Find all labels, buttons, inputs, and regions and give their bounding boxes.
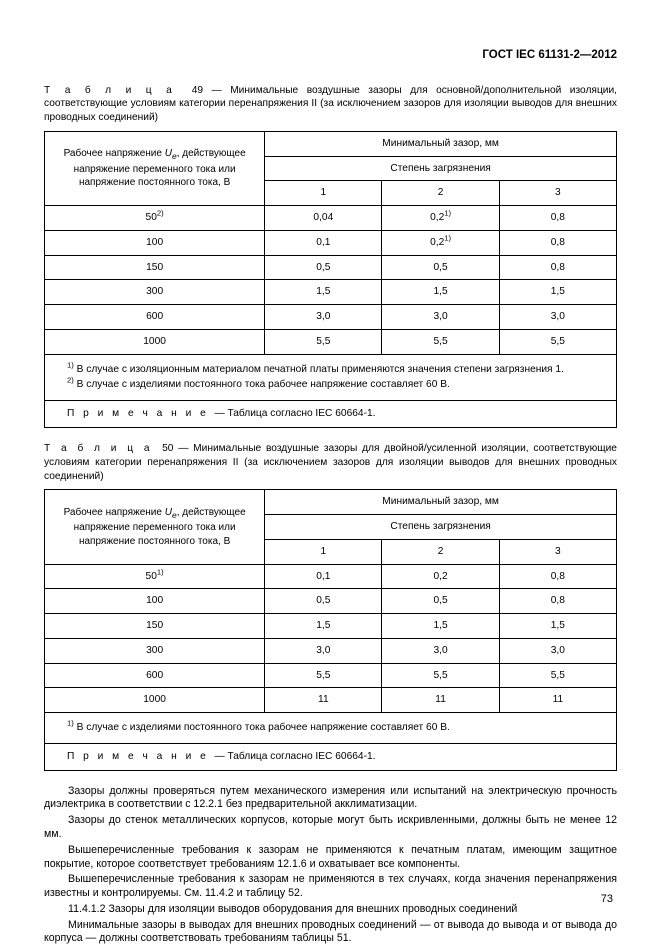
cell: 11 xyxy=(499,688,616,713)
table-row: 501) 0,1 0,2 0,8 xyxy=(45,564,617,589)
table-50-caption: Т а б л и ц а 50 — Минимальные воздушные… xyxy=(44,442,617,483)
t49-col-3: 3 xyxy=(499,181,616,206)
t50-row-header: Рабочее напряжение Ue, действующее напря… xyxy=(45,490,265,564)
t50-col-3: 3 xyxy=(499,539,616,564)
body-para: Вышеперечисленные требования к зазорам н… xyxy=(44,844,617,872)
cell: 100 xyxy=(45,230,265,255)
t49-note-label: П р и м е ч а н и е xyxy=(67,408,209,419)
cell: 1,5 xyxy=(265,614,382,639)
t49-note-text: — Таблица согласно IEC 60664-1. xyxy=(214,408,375,419)
cell: 300 xyxy=(45,280,265,305)
t49-top-header: Минимальный зазор, мм xyxy=(265,131,617,156)
table-row: 600 3,0 3,0 3,0 xyxy=(45,305,617,330)
cell: 0,8 xyxy=(499,589,616,614)
t50-note-label: П р и м е ч а н и е xyxy=(67,751,209,762)
t50-footnotes: 1) В случае с изделиями постоянного тока… xyxy=(44,713,617,744)
cell: 1000 xyxy=(45,688,265,713)
t49-footnotes: 1) В случае с изоляционным материалом пе… xyxy=(44,355,617,402)
cell: 5,5 xyxy=(382,329,499,354)
cell: 1,5 xyxy=(499,280,616,305)
cell: 5,5 xyxy=(265,663,382,688)
body-para: Зазоры до стенок металлических корпусов,… xyxy=(44,814,617,842)
t50-sub-header: Степень загрязнения xyxy=(265,515,617,540)
cell: 0,8 xyxy=(499,230,616,255)
table-row: 150 1,5 1,5 1,5 xyxy=(45,614,617,639)
cell: 0,5 xyxy=(382,589,499,614)
t50-note-text: — Таблица согласно IEC 60664-1. xyxy=(214,751,375,762)
t49-col-1: 1 xyxy=(265,181,382,206)
document-id: ГОСТ IEC 61131-2—2012 xyxy=(44,48,617,64)
cell: 3,0 xyxy=(382,305,499,330)
cell: 0,5 xyxy=(382,255,499,280)
table-49-caption: Т а б л и ц а 49 — Минимальные воздушные… xyxy=(44,84,617,125)
cell: 0,5 xyxy=(265,255,382,280)
cell: 0,21) xyxy=(382,230,499,255)
cell: 0,1 xyxy=(265,230,382,255)
t49-col-2: 2 xyxy=(382,181,499,206)
cell: 1,5 xyxy=(382,614,499,639)
cell: 150 xyxy=(45,614,265,639)
cell: 1,5 xyxy=(382,280,499,305)
cell: 0,5 xyxy=(265,589,382,614)
cell: 3,0 xyxy=(265,638,382,663)
cell: 0,8 xyxy=(499,564,616,589)
cell: 5,5 xyxy=(382,663,499,688)
cell: 600 xyxy=(45,663,265,688)
body-para: Минимальные зазоры в выводах для внешних… xyxy=(44,919,617,946)
cell: 0,1 xyxy=(265,564,382,589)
cell: 1000 xyxy=(45,329,265,354)
table-row: 1000 11 11 11 xyxy=(45,688,617,713)
table-49: Рабочее напряжение Ue, действующее напря… xyxy=(44,131,617,355)
page-number: 73 xyxy=(601,892,613,907)
cell: 600 xyxy=(45,305,265,330)
cell: 0,8 xyxy=(499,206,616,231)
table-row: 150 0,5 0,5 0,8 xyxy=(45,255,617,280)
table-row: 502) 0,04 0,21) 0,8 xyxy=(45,206,617,231)
table-row: 1000 5,5 5,5 5,5 xyxy=(45,329,617,354)
cell: 3,0 xyxy=(265,305,382,330)
t50-top-header: Минимальный зазор, мм xyxy=(265,490,617,515)
cell: 3,0 xyxy=(382,638,499,663)
t50-col-1: 1 xyxy=(265,539,382,564)
t49-row-header: Рабочее напряжение Ue, действующее напря… xyxy=(45,131,265,205)
cell: 11 xyxy=(265,688,382,713)
cell: 1,5 xyxy=(499,614,616,639)
t49-note: П р и м е ч а н и е — Таблица согласно I… xyxy=(44,401,617,428)
table-50: Рабочее напряжение Ue, действующее напря… xyxy=(44,489,617,713)
table-row: 300 1,5 1,5 1,5 xyxy=(45,280,617,305)
table-row: 600 5,5 5,5 5,5 xyxy=(45,663,617,688)
cell: 11 xyxy=(382,688,499,713)
table-49-prefix: Т а б л и ц а xyxy=(44,85,175,96)
table-row: 100 0,5 0,5 0,8 xyxy=(45,589,617,614)
table-row: 300 3,0 3,0 3,0 xyxy=(45,638,617,663)
cell: 5,5 xyxy=(265,329,382,354)
cell: 5,5 xyxy=(499,663,616,688)
cell: 0,2 xyxy=(382,564,499,589)
cell: 5,5 xyxy=(499,329,616,354)
body-para: Вышеперечисленные требования к зазорам н… xyxy=(44,873,617,901)
t50-col-2: 2 xyxy=(382,539,499,564)
table-row: 100 0,1 0,21) 0,8 xyxy=(45,230,617,255)
body-para: 11.4.1.2 Зазоры для изоляции выводов обо… xyxy=(44,903,617,917)
body-text: Зазоры должны проверяться путем механиче… xyxy=(44,785,617,946)
body-para: Зазоры должны проверяться путем механиче… xyxy=(44,785,617,813)
cell: 0,8 xyxy=(499,255,616,280)
t50-note: П р и м е ч а н и е — Таблица согласно I… xyxy=(44,744,617,771)
table-50-prefix: Т а б л и ц а xyxy=(44,443,153,454)
cell: 150 xyxy=(45,255,265,280)
cell: 3,0 xyxy=(499,638,616,663)
cell: 300 xyxy=(45,638,265,663)
table-50-number: 50 xyxy=(162,443,173,454)
cell: 1,5 xyxy=(265,280,382,305)
table-49-number: 49 xyxy=(192,85,203,96)
cell: 0,21) xyxy=(382,206,499,231)
t49-sub-header: Степень загрязнения xyxy=(265,156,617,181)
cell: 100 xyxy=(45,589,265,614)
cell: 3,0 xyxy=(499,305,616,330)
cell: 0,04 xyxy=(265,206,382,231)
